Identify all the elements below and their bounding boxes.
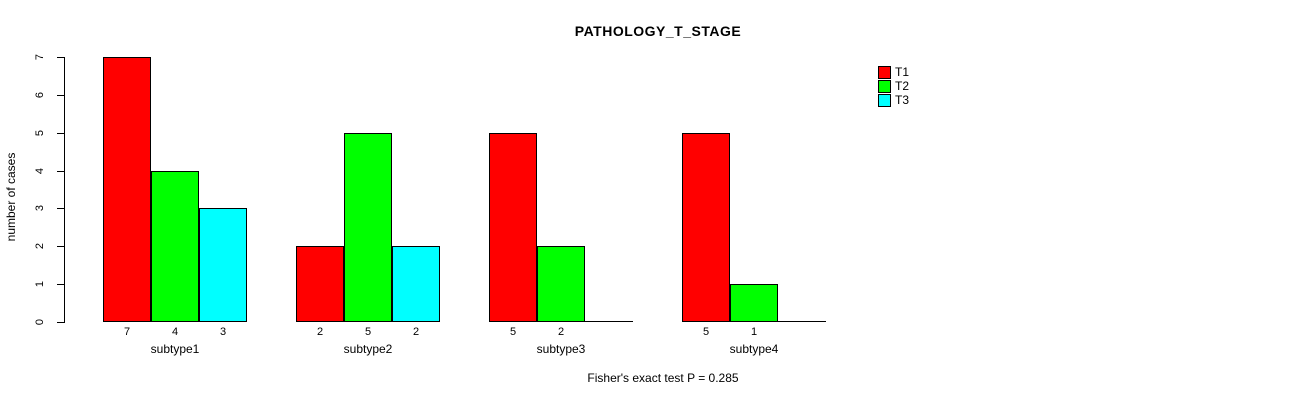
y-tick-label: 1 [34, 280, 46, 288]
y-tick [57, 133, 64, 134]
bar [199, 208, 247, 322]
y-tick-label: 3 [34, 204, 46, 212]
chart-title: PATHOLOGY_T_STAGE [574, 23, 742, 39]
y-axis-label: number of cases [4, 152, 18, 242]
bar [537, 246, 585, 322]
category-label: subtype4 [729, 342, 779, 356]
bar-value-label: 2 [557, 326, 565, 338]
bar [296, 246, 344, 322]
y-tick [57, 284, 64, 285]
bar [392, 246, 440, 322]
bar-value-label: 5 [509, 326, 517, 338]
bar-zero-line [778, 321, 826, 322]
category-label: subtype1 [150, 342, 200, 356]
bar-value-label: 7 [123, 326, 131, 338]
y-tick-label: 2 [34, 242, 46, 250]
bar-value-label: 4 [171, 326, 179, 338]
category-label: subtype2 [343, 342, 393, 356]
y-tick-label: 7 [34, 53, 46, 61]
bar-value-label: 1 [750, 326, 758, 338]
category-label: subtype3 [536, 342, 586, 356]
y-tick [57, 246, 64, 247]
legend-swatch [878, 66, 891, 79]
bar [730, 284, 778, 322]
legend-swatch [878, 94, 891, 107]
y-tick [57, 322, 64, 323]
y-tick-label: 6 [34, 91, 46, 99]
bar-value-label: 5 [702, 326, 710, 338]
y-tick [57, 57, 64, 58]
bar-value-label: 3 [219, 326, 227, 338]
y-tick [57, 95, 64, 96]
y-tick-label: 0 [34, 318, 46, 326]
legend-label: T3 [895, 93, 910, 107]
bar-value-label: 2 [316, 326, 324, 338]
bar-value-label: 5 [364, 326, 372, 338]
y-tick-label: 5 [34, 129, 46, 137]
legend-label: T1 [895, 65, 910, 79]
y-axis-line [64, 57, 65, 323]
y-tick [57, 208, 64, 209]
bar-value-label: 2 [412, 326, 420, 338]
legend-swatch [878, 80, 891, 93]
bar [344, 133, 392, 322]
y-tick [57, 171, 64, 172]
bar [151, 171, 199, 322]
legend-label: T2 [895, 79, 910, 93]
bar [682, 133, 730, 322]
bar [103, 57, 151, 322]
bar-zero-line [585, 321, 633, 322]
bar [489, 133, 537, 322]
y-tick-label: 4 [34, 167, 46, 175]
footnote: Fisher's exact test P = 0.285 [587, 371, 739, 385]
